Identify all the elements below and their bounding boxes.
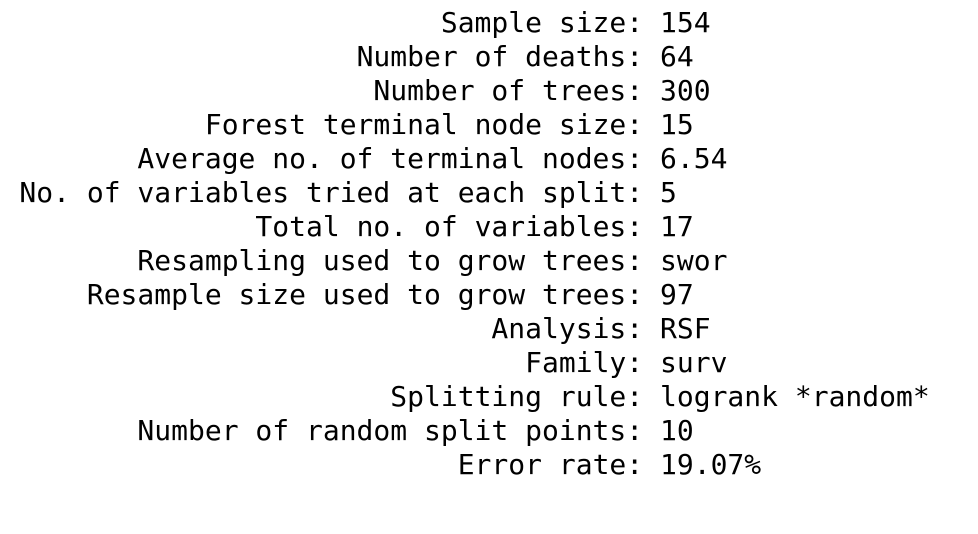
summary-label: Average no. of terminal nodes: [137,142,660,175]
summary-row-family: Family: surv [0,346,978,380]
summary-value: logrank *random* [660,380,930,413]
summary-value: RSF [660,312,711,345]
summary-row-number-of-trees: Number of trees: 300 [0,74,978,108]
summary-label: Error rate: [457,448,660,481]
summary-row-variables-tried: No. of variables tried at each split: 5 [0,176,978,210]
summary-label: Number of random split points: [137,414,660,447]
summary-row-terminal-node-size: Forest terminal node size: 15 [0,108,978,142]
rsf-summary-output: Sample size: 154 Number of deaths: 64 Nu… [0,6,978,482]
summary-label: Total no. of variables: [255,210,660,243]
summary-row-resampling: Resampling used to grow trees: swor [0,244,978,278]
summary-value: surv [660,346,728,379]
summary-row-error-rate: Error rate: 19.07% [0,448,978,482]
summary-label: No. of variables tried at each split: [19,176,660,209]
summary-label: Sample size: [440,6,660,39]
summary-value: 10 [660,414,694,447]
summary-value: 300 [660,74,711,107]
summary-value: swor [660,244,728,277]
summary-row-sample-size: Sample size: 154 [0,6,978,40]
summary-label: Analysis: [491,312,660,345]
summary-value: 5 [660,176,677,209]
summary-value: 154 [660,6,711,39]
summary-row-splitting-rule: Splitting rule: logrank *random* [0,380,978,414]
summary-label: Family: [525,346,660,379]
summary-label: Resample size used to grow trees: [86,278,660,311]
summary-row-resample-size: Resample size used to grow trees: 97 [0,278,978,312]
summary-label: Number of trees: [373,74,660,107]
summary-label: Forest terminal node size: [204,108,660,141]
summary-value: 97 [660,278,694,311]
summary-row-random-split-points: Number of random split points: 10 [0,414,978,448]
summary-row-analysis: Analysis: RSF [0,312,978,346]
summary-row-average-terminal-nodes: Average no. of terminal nodes: 6.54 [0,142,978,176]
summary-value: 19.07% [660,448,762,481]
summary-label: Number of deaths: [356,40,660,73]
summary-row-number-of-deaths: Number of deaths: 64 [0,40,978,74]
summary-value: 64 [660,40,694,73]
summary-value: 15 [660,108,694,141]
summary-row-total-variables: Total no. of variables: 17 [0,210,978,244]
summary-value: 6.54 [660,142,728,175]
summary-label: Splitting rule: [390,380,660,413]
summary-value: 17 [660,210,694,243]
summary-label: Resampling used to grow trees: [137,244,660,277]
